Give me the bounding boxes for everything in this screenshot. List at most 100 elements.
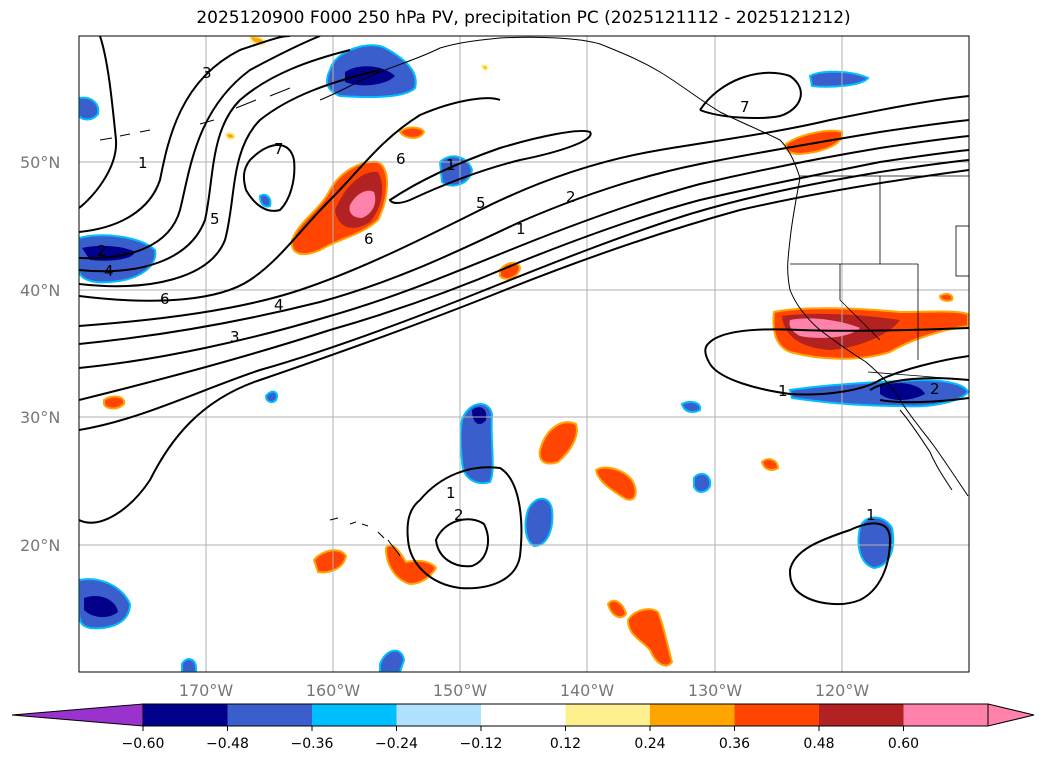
contour-7-loop bbox=[242, 144, 296, 212]
state-borders bbox=[790, 176, 919, 360]
colorbar-segment bbox=[819, 704, 904, 726]
contour-label: 7 bbox=[740, 98, 750, 116]
contour-label: 6 bbox=[160, 290, 170, 308]
neg-anomaly-116w-20n bbox=[857, 516, 895, 570]
contour-label: 3 bbox=[202, 64, 212, 82]
lat-label: 30°N bbox=[20, 408, 60, 427]
colorbar-extend-high bbox=[987, 703, 1035, 727]
neg-anomaly-small-27n bbox=[680, 401, 702, 413]
west-us-coast bbox=[787, 177, 969, 497]
contour-label: 7 bbox=[274, 140, 284, 158]
pos-anomaly-137w-13n bbox=[606, 599, 628, 619]
colorbar-tick-label: 0.36 bbox=[719, 736, 750, 752]
contour-label: 1 bbox=[516, 220, 526, 238]
colorbar-tick-label: −0.12 bbox=[460, 736, 503, 752]
lat-label: 50°N bbox=[20, 153, 60, 172]
colorbar-segment bbox=[396, 704, 481, 726]
contour-label: 1 bbox=[778, 382, 788, 400]
neg-anomaly-west-42n-core bbox=[82, 245, 135, 261]
contour-label: 1 bbox=[446, 484, 456, 502]
contour-2-jet bbox=[79, 159, 969, 431]
neg-anomaly-bottom-2 bbox=[379, 649, 406, 672]
contour-6-north bbox=[79, 69, 381, 288]
pos-anomaly-158w-19n bbox=[312, 549, 348, 574]
contour-label: 6 bbox=[396, 150, 406, 168]
contour-label: 1 bbox=[446, 156, 456, 174]
pos-anomaly-177w-31n bbox=[103, 395, 126, 410]
contour-1-west bbox=[79, 36, 118, 209]
neg-anomaly-small-30n bbox=[264, 390, 278, 404]
contour-4-north bbox=[79, 36, 321, 260]
contour-label: 5 bbox=[210, 210, 220, 228]
neg-anomaly-165w bbox=[258, 193, 272, 208]
contour-7-ne bbox=[699, 71, 802, 119]
colorbar-tick-label: −0.48 bbox=[206, 736, 249, 752]
colorbar-segment bbox=[903, 704, 988, 726]
colorbar-tick-label: 0.24 bbox=[634, 736, 665, 752]
contour-3-jet bbox=[79, 149, 969, 401]
colorbar-segment bbox=[227, 704, 312, 726]
colorbar-extend-low bbox=[11, 703, 144, 727]
contour-4-jet bbox=[79, 135, 969, 369]
contour-label: 4 bbox=[274, 296, 284, 314]
colorbar-tick-label: 0.60 bbox=[888, 736, 919, 752]
neg-anomaly-130w bbox=[693, 472, 712, 493]
pos-anomaly-small-3 bbox=[224, 132, 236, 140]
contour-1-california bbox=[704, 327, 969, 396]
colorbar-tick-label: −0.36 bbox=[291, 736, 334, 752]
neg-anomaly-143w bbox=[524, 497, 554, 548]
coastlines bbox=[99, 36, 969, 557]
colorbar-tick-label: −0.24 bbox=[375, 736, 418, 752]
neg-anomaly-ne bbox=[808, 70, 870, 88]
contour-2-california bbox=[869, 377, 969, 404]
pos-anomaly-137w-25n bbox=[594, 466, 637, 501]
contour-label: 3 bbox=[230, 328, 240, 346]
colorbar-tick-label: −0.60 bbox=[122, 736, 165, 752]
inset-box bbox=[955, 225, 969, 277]
contour-1-hawaii bbox=[406, 466, 523, 590]
lat-label: 40°N bbox=[20, 281, 60, 300]
map-content: 3 1 7 5 6 2 4 6 1 5 2 4 3 6 1 7 1 2 1 2 … bbox=[79, 36, 969, 672]
pv-contours bbox=[79, 36, 969, 606]
neg-anomaly-150w-28n bbox=[459, 403, 494, 485]
latitude-labels: 50°N 40°N 30°N 20°N bbox=[20, 153, 60, 555]
contour-label: 2 bbox=[566, 188, 576, 206]
neg-anomaly-sw-core bbox=[84, 595, 118, 618]
colorbar-tick-label: 0.48 bbox=[803, 736, 834, 752]
contour-6-jet bbox=[79, 95, 969, 327]
pos-anomaly-154w-19n bbox=[384, 544, 438, 586]
pos-anomaly-small-4 bbox=[480, 64, 489, 72]
colorbar-segment bbox=[143, 704, 228, 726]
contour-label: 4 bbox=[104, 262, 114, 280]
alaska-coast bbox=[319, 36, 801, 179]
pos-anomaly-135w-12n bbox=[626, 608, 674, 667]
contour-7-north bbox=[79, 97, 501, 302]
colorbar-segment bbox=[565, 704, 650, 726]
contour-1-jet bbox=[79, 169, 969, 524]
colorbar-segment bbox=[312, 704, 397, 726]
map-frame bbox=[78, 35, 970, 673]
neg-anomaly-bottom-1 bbox=[181, 658, 197, 672]
contour-5-jet bbox=[79, 119, 969, 345]
contour-label: 2 bbox=[930, 380, 940, 398]
lon-label: 120°W bbox=[815, 681, 870, 700]
contour-2-hawaii bbox=[434, 518, 489, 568]
pos-anomaly-145w-42n bbox=[499, 262, 522, 280]
colorbar-segment bbox=[650, 704, 735, 726]
hawaii-islands bbox=[329, 517, 401, 557]
colorbar: −0.60 −0.48 −0.36 −0.24 −0.12 0.12 0.24 0.36 0.4… bbox=[11, 703, 1035, 752]
contour-labels: 3 1 7 5 6 2 4 6 1 5 2 4 3 6 1 7 1 2 1 2 … bbox=[97, 64, 940, 524]
contour-label: 2 bbox=[454, 506, 464, 524]
baja-coast bbox=[899, 409, 953, 491]
contour-label: 6 bbox=[364, 230, 374, 248]
neg-anomaly-west-55n bbox=[79, 96, 100, 121]
lat-label: 20°N bbox=[20, 536, 60, 555]
colorbar-segment bbox=[481, 704, 566, 726]
pos-anomaly-126w-25n bbox=[760, 458, 780, 471]
lon-label: 140°W bbox=[560, 681, 615, 700]
contour-6-150w bbox=[388, 129, 592, 204]
lon-label: 160°W bbox=[306, 681, 361, 700]
contour-label: 1 bbox=[138, 154, 148, 172]
contour-label: 2 bbox=[97, 242, 107, 260]
